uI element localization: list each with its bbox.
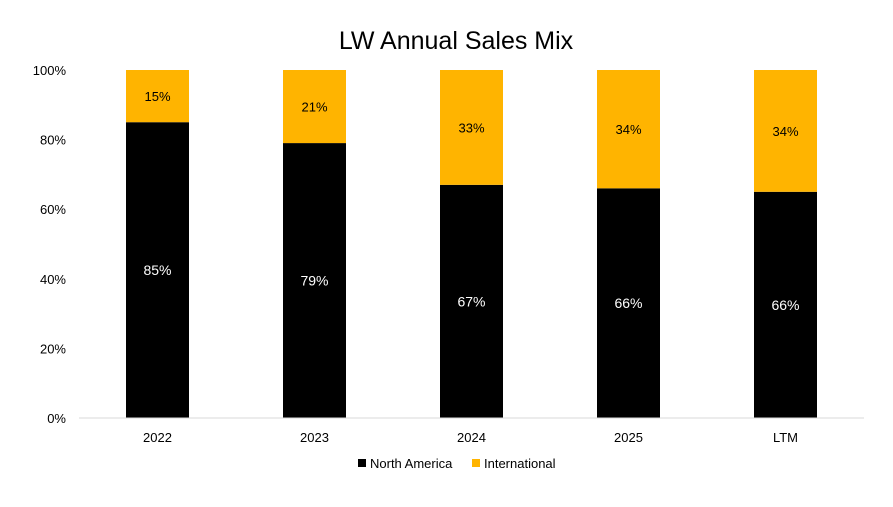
data-label: 79% — [300, 273, 328, 289]
x-tick-label: LTM — [773, 430, 798, 445]
legend-item: North America — [358, 456, 453, 471]
bar-segment-international — [754, 70, 817, 192]
y-tick-label: 100% — [33, 63, 67, 78]
chart-title: LW Annual Sales Mix — [339, 27, 574, 55]
bar-segment-north-america — [440, 184, 503, 418]
legend-label: International — [484, 456, 556, 471]
bar-segment-north-america — [283, 143, 346, 418]
bar-segment-international — [440, 70, 503, 185]
x-tick-label: 2024 — [457, 430, 486, 445]
x-tick-label: 2022 — [143, 430, 172, 445]
y-tick-label: 0% — [47, 411, 66, 426]
x-tick-label: 2025 — [614, 430, 643, 445]
bar-segment-international — [126, 70, 189, 123]
x-axis: 2022 2023 2024 2025 LTM — [79, 417, 864, 445]
legend: North America International — [358, 456, 556, 471]
bar-segment-north-america — [597, 188, 660, 418]
data-label: 34% — [772, 124, 798, 139]
data-label: 34% — [615, 122, 641, 137]
bar-segment-international — [597, 70, 660, 189]
data-label: 33% — [458, 120, 484, 135]
bar-segment-north-america — [126, 122, 189, 418]
y-tick-label: 80% — [40, 133, 66, 148]
y-tick-label: 40% — [40, 272, 66, 287]
y-axis: 0% 20% 40% 60% 80% 100% — [33, 63, 67, 426]
x-tick-label: 2023 — [300, 430, 329, 445]
data-label: 21% — [301, 100, 327, 115]
data-label: 66% — [614, 295, 642, 311]
legend-swatch — [472, 459, 480, 467]
bars-group: 85% 15% 79% 21% 67% 33% 66% 34% 66% 34% — [126, 70, 817, 418]
data-label: 66% — [771, 297, 799, 313]
bar-segment-north-america — [754, 191, 817, 418]
legend-swatch — [358, 459, 366, 467]
data-label: 85% — [143, 262, 171, 278]
bar-segment-international — [283, 70, 346, 144]
data-label: 67% — [457, 293, 485, 309]
y-tick-label: 60% — [40, 202, 66, 217]
legend-item: International — [472, 456, 556, 471]
legend-label: North America — [370, 456, 453, 471]
data-label: 15% — [144, 89, 170, 104]
y-tick-label: 20% — [40, 341, 66, 356]
